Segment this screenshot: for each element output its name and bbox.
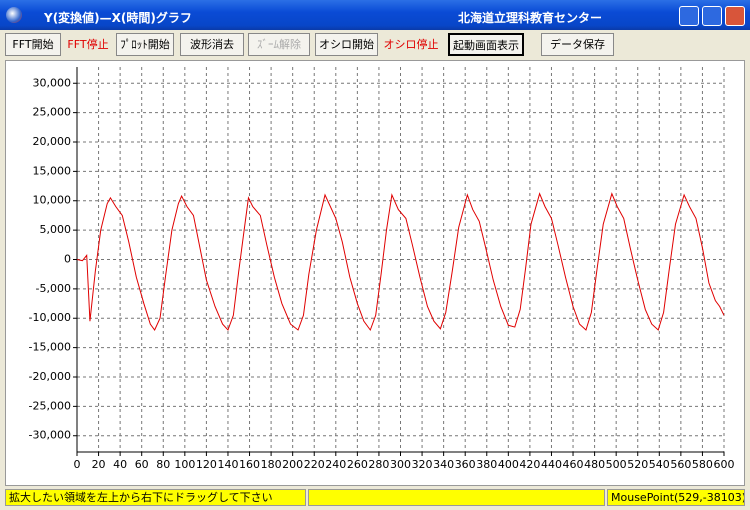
button[interactable]: ﾌﾟﾛｯﾄ開始 <box>116 33 174 56</box>
button[interactable]: 波形消去 <box>180 33 244 56</box>
x-tick-label: 160 <box>239 458 260 471</box>
status-panel <box>308 489 605 506</box>
button[interactable]: FFT開始 <box>5 33 61 56</box>
y-tick-label: -5,000 <box>36 282 71 295</box>
organization: 北海道立理科教育センター <box>458 11 603 25</box>
status-message: 拡大したい領域を左上から右下にドラッグして下さい <box>5 489 306 506</box>
x-tick-label: 320 <box>412 458 433 471</box>
button[interactable]: データ保存 <box>541 33 614 56</box>
y-tick-label: 30,000 <box>33 76 72 89</box>
y-tick-label: -20,000 <box>29 370 71 383</box>
x-tick-label: 200 <box>282 458 303 471</box>
x-tick-label: 580 <box>692 458 713 471</box>
x-tick-label: 520 <box>627 458 648 471</box>
button[interactable]: FFT停止 <box>62 33 114 56</box>
x-tick-label: 280 <box>368 458 389 471</box>
title-bar: Y(変換値)—X(時間)グラフ 北海道立理科教育センター <box>0 0 750 30</box>
window-title: Y(変換値)—X(時間)グラフ <box>44 11 192 25</box>
x-tick-label: 260 <box>347 458 368 471</box>
button[interactable]: オシロ停止 <box>380 33 442 56</box>
y-tick-label: 0 <box>64 252 71 265</box>
x-tick-label: 240 <box>325 458 346 471</box>
y-tick-label: -25,000 <box>29 399 71 412</box>
x-tick-label: 460 <box>563 458 584 471</box>
x-tick-label: 480 <box>584 458 605 471</box>
x-tick-label: 420 <box>519 458 540 471</box>
y-tick-label: 15,000 <box>33 164 72 177</box>
x-tick-label: 120 <box>196 458 217 471</box>
x-tick-label: 560 <box>670 458 691 471</box>
y-tick-label: 20,000 <box>33 135 72 148</box>
y-tick-label: -30,000 <box>29 429 71 442</box>
button[interactable]: オシロ開始 <box>315 33 378 56</box>
x-tick-label: 220 <box>304 458 325 471</box>
x-tick-label: 60 <box>135 458 149 471</box>
data-line <box>76 192 725 332</box>
x-tick-label: 360 <box>455 458 476 471</box>
button[interactable]: 起動画面表示 <box>448 33 524 56</box>
x-tick-label: 380 <box>476 458 497 471</box>
maximize-button[interactable] <box>702 6 722 26</box>
x-tick-label: 600 <box>714 458 735 471</box>
close-button[interactable] <box>725 6 745 26</box>
y-tick-label: -15,000 <box>29 341 71 354</box>
x-tick-label: 180 <box>261 458 282 471</box>
button: ｽﾞｰﾑ解除 <box>248 33 310 56</box>
y-tick-label: 5,000 <box>40 223 72 236</box>
x-tick-label: 440 <box>541 458 562 471</box>
x-tick-label: 500 <box>606 458 627 471</box>
x-tick-label: 100 <box>174 458 195 471</box>
mouse-point: MousePoint(529,-38103) <box>607 489 745 506</box>
x-tick-label: 140 <box>217 458 238 471</box>
x-tick-label: 340 <box>433 458 454 471</box>
y-tick-label: -10,000 <box>29 311 71 324</box>
x-tick-label: 40 <box>113 458 127 471</box>
app-icon <box>6 7 22 23</box>
x-tick-label: 80 <box>156 458 170 471</box>
x-tick-label: 0 <box>74 458 81 471</box>
y-tick-label: 25,000 <box>33 106 72 119</box>
x-tick-label: 300 <box>390 458 411 471</box>
x-tick-label: 400 <box>498 458 519 471</box>
x-tick-label: 540 <box>649 458 670 471</box>
x-tick-label: 20 <box>92 458 106 471</box>
y-tick-label: 10,000 <box>33 194 72 207</box>
minimize-button[interactable] <box>679 6 699 26</box>
